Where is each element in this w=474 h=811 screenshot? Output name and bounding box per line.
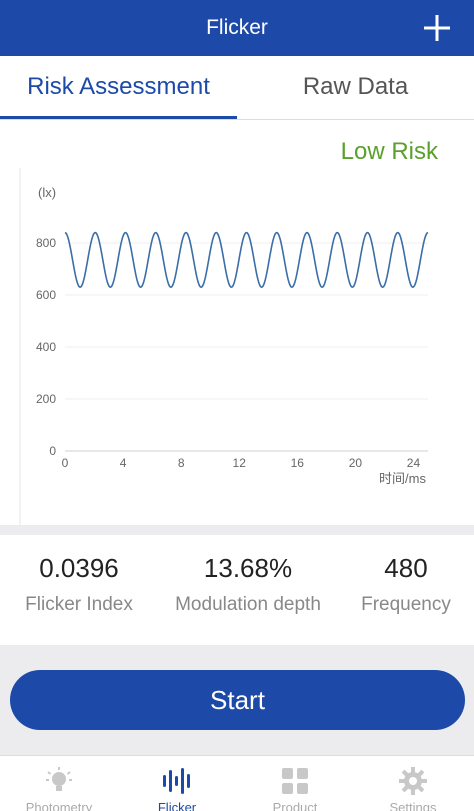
nav-label-product: Product [272,800,318,811]
flicker-index-value: 0.0396 [39,553,119,583]
y-axis-label: (lx) [38,185,56,200]
y-tick-label: 200 [36,392,56,406]
x-tick-label: 24 [407,456,421,470]
app-header: Flicker [0,0,474,56]
add-icon[interactable] [422,13,452,43]
flicker-index-label: Flicker Index [25,594,133,615]
nav-item-product[interactable]: Product [236,756,354,811]
y-tick-label: 0 [49,444,56,458]
x-tick-label: 20 [349,456,363,470]
bottom-nav: Photometry Flicker Product Settings [0,755,474,811]
stat-flicker-index: 0.0396 Flicker Index [0,535,158,616]
frequency-label: Frequency [361,594,451,615]
nav-label-flicker: Flicker [157,800,197,811]
y-tick-label: 600 [36,288,56,302]
start-button[interactable]: Start [10,670,465,730]
tab-bar: Risk Assessment Raw Data [0,56,474,120]
y-tick-label: 800 [36,236,56,250]
stat-frequency: 480 Frequency [338,535,474,616]
stat-modulation-depth: 13.68% Modulation depth [158,535,338,616]
grid-icon [282,768,308,794]
tab-risk-assessment[interactable]: Risk Assessment [27,73,210,100]
modulation-depth-label: Modulation depth [175,594,321,615]
gear-icon [399,767,427,795]
flicker-waveform-chart: (lx) 时间/ms 0 200 400 600 800 0 4 8 12 16 20 24 [19,168,429,525]
page-title: Flicker [206,16,268,39]
frequency-value: 480 [384,553,428,583]
x-axis-label: 时间/ms [379,471,426,486]
nav-label-settings: Settings [389,800,437,811]
nav-label-photometry: Photometry [25,800,93,811]
waveform-icon [163,768,190,794]
active-tab-indicator [0,116,237,119]
x-tick-label: 12 [233,456,247,470]
y-tick-label: 400 [36,340,56,354]
tab-raw-data[interactable]: Raw Data [302,73,409,100]
stats-panel: 0.0396 Flicker Index 13.68% Modulation d… [0,535,474,645]
chart-card: Low Risk (lx) 时间/ms 0 200 400 600 800 0 4 8 12 1… [0,120,474,525]
x-tick-label: 8 [178,456,185,470]
modulation-depth-value: 13.68% [203,553,293,583]
nav-item-photometry[interactable]: Photometry [0,756,118,811]
bulb-icon [46,767,72,791]
x-tick-label: 4 [120,456,127,470]
nav-item-flicker[interactable]: Flicker [118,756,236,811]
series-line [64,231,429,289]
x-tick-label: 0 [62,456,69,470]
nav-item-settings[interactable]: Settings [354,756,472,811]
x-tick-label: 16 [291,456,305,470]
risk-level-label: Low Risk [340,138,438,165]
start-area: Start [0,645,474,755]
